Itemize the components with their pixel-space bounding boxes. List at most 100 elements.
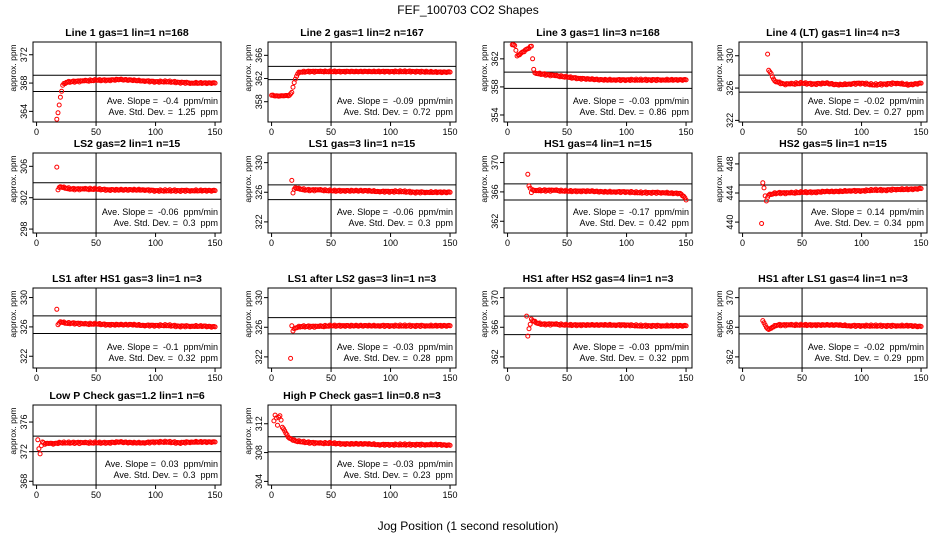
panel-2-y-axis-label: approx. ppm bbox=[243, 44, 253, 91]
panel-11-point bbox=[526, 326, 532, 332]
panel-2-y-tick-label: 366 bbox=[254, 48, 264, 63]
panel-4-point bbox=[765, 51, 771, 57]
panel-7-y-tick-label: 370 bbox=[490, 155, 500, 170]
panel-8-stddev-annotation: Ave. Std. Dev. = 0.34 ppm bbox=[815, 218, 924, 228]
panel-3-x-tick-label: 0 bbox=[505, 127, 510, 137]
panel-2-x-tick-label: 150 bbox=[443, 127, 458, 137]
panel-8-x-tick-label: 100 bbox=[854, 238, 869, 248]
panel-12-frame bbox=[738, 287, 928, 369]
panel-9-y-tick-label: 322 bbox=[19, 349, 29, 364]
panel-13-stddev-annotation: Ave. Std. Dev. = 0.3 ppm bbox=[114, 470, 218, 480]
panel-14-x-tick-label: 150 bbox=[443, 490, 458, 500]
panel-7-x-tick-label: 100 bbox=[619, 238, 634, 248]
panel-12-slope-annotation: Ave. Slope = -0.02 ppm/min bbox=[808, 342, 924, 352]
panel-4-stddev-annotation: Ave. Std. Dev. = 0.27 ppm bbox=[815, 107, 924, 117]
panel-9-point bbox=[54, 306, 60, 312]
panel-9-y-tick-label: 326 bbox=[19, 319, 29, 334]
panel-5-y-tick-label: 302 bbox=[19, 190, 29, 205]
panel-14-point bbox=[273, 415, 279, 421]
panel-5-y-tick-label: 306 bbox=[19, 159, 29, 174]
panel-11-x-tick-label: 50 bbox=[562, 373, 572, 383]
panel-11-x-tick-label: 150 bbox=[679, 373, 694, 383]
panel-11-y-axis-label: approx. ppm bbox=[479, 290, 489, 337]
panel-13-point bbox=[37, 451, 43, 457]
panel-12-title: HS1 after LS1 gas=4 lin=1 n=3 bbox=[758, 273, 908, 285]
panel-6-x-tick-label: 50 bbox=[326, 238, 336, 248]
panel-9-x-tick-label: 0 bbox=[34, 373, 39, 383]
panel-3-point bbox=[683, 77, 689, 83]
panel-13-slope-annotation: Ave. Slope = 0.03 ppm/min bbox=[105, 459, 218, 469]
panel-14-x-tick-label: 0 bbox=[269, 490, 274, 500]
panel-10-frame bbox=[267, 287, 457, 369]
panel-3-point bbox=[530, 56, 536, 62]
panel-13-y-tick-label: 368 bbox=[19, 474, 29, 489]
panel-8-point bbox=[759, 221, 765, 226]
panel-1-slope-annotation: Ave. Slope = -0.4 ppm/min bbox=[107, 96, 218, 106]
panel-1-y-tick-label: 364 bbox=[19, 104, 29, 119]
panel-6-slope-annotation: Ave. Slope = -0.06 ppm/min bbox=[337, 207, 453, 217]
panel-3-point bbox=[512, 43, 518, 48]
panel-10-x-tick-label: 0 bbox=[269, 373, 274, 383]
panel-9-x-tick-label: 50 bbox=[91, 373, 101, 383]
panel-3-point bbox=[528, 43, 534, 49]
panel-10: LS1 after LS2 gas=3 lin=1 n=3 0 50 100 150 32… bbox=[243, 273, 458, 383]
panel-7-y-tick-label: 362 bbox=[490, 214, 500, 229]
panel-4-x-tick-label: 150 bbox=[914, 127, 929, 137]
panel-3: Line 3 gas=1 lin=3 n=168 0 50 100 150 354 358 3… bbox=[479, 27, 694, 137]
panel-9-y-tick-label: 330 bbox=[19, 290, 29, 305]
panel-8-point bbox=[918, 186, 924, 192]
panel-14-frame bbox=[267, 404, 457, 486]
panel-13-frame bbox=[32, 404, 222, 486]
panel-12-y-tick-label: 366 bbox=[725, 320, 735, 335]
chart-panels: Line 1 gas=1 lin=1 n=168 0 50 100 150 364 368 3… bbox=[8, 27, 929, 500]
panel-4-points bbox=[765, 51, 924, 88]
panel-9-stddev-annotation: Ave. Std. Dev. = 0.32 ppm bbox=[109, 353, 218, 363]
panel-3-y-tick-label: 358 bbox=[490, 79, 500, 94]
panel-14-title: High P Check gas=1 lin=0.8 n=3 bbox=[283, 390, 441, 402]
panel-5-title: LS2 gas=2 lin=1 n=15 bbox=[74, 138, 181, 150]
panel-2-points bbox=[269, 68, 453, 99]
panel-11-frame bbox=[503, 287, 693, 369]
panel-13-x-tick-label: 100 bbox=[148, 490, 163, 500]
panel-13-point bbox=[36, 446, 42, 452]
panel-8-title: HS2 gas=5 lin=1 n=15 bbox=[779, 138, 887, 150]
panel-5-x-tick-label: 100 bbox=[148, 238, 163, 248]
panel-13-y-axis-label: approx. ppm bbox=[8, 407, 18, 454]
panel-1-frame bbox=[32, 41, 222, 123]
panel-7-y-tick-label: 366 bbox=[490, 184, 500, 199]
panel-1-x-tick-label: 150 bbox=[208, 127, 223, 137]
panel-1-title: Line 1 gas=1 lin=1 n=168 bbox=[65, 27, 189, 39]
panel-10-point bbox=[288, 355, 294, 361]
panel-8-point bbox=[761, 185, 767, 191]
panel-11-x-tick-label: 100 bbox=[619, 373, 634, 383]
panel-2-y-tick-label: 362 bbox=[254, 71, 264, 86]
panel-13-point bbox=[35, 437, 41, 443]
panel-1-stddev-annotation: Ave. Std. Dev. = 1.25 ppm bbox=[109, 107, 218, 117]
panel-12-x-tick-label: 50 bbox=[797, 373, 807, 383]
panel-3-title: Line 3 gas=1 lin=3 n=168 bbox=[536, 27, 660, 39]
panel-6-y-tick-label: 326 bbox=[254, 185, 264, 200]
panel-6-frame bbox=[267, 152, 457, 234]
panel-11-point bbox=[527, 321, 533, 327]
panel-4-y-axis-label: approx. ppm bbox=[714, 44, 724, 91]
panel-11-points bbox=[524, 313, 689, 339]
panel-10-y-tick-label: 330 bbox=[254, 290, 264, 305]
panel-9-y-axis-label: approx. ppm bbox=[8, 290, 18, 337]
panel-10-y-tick-label: 322 bbox=[254, 349, 264, 364]
panel-4-y-tick-label: 326 bbox=[725, 81, 735, 96]
panel-5-slope-annotation: Ave. Slope = -0.06 ppm/min bbox=[102, 207, 218, 217]
panel-13-point bbox=[212, 439, 218, 445]
panel-2-x-tick-label: 50 bbox=[326, 127, 336, 137]
panel-12-point bbox=[768, 325, 774, 331]
panel-10-x-tick-label: 50 bbox=[326, 373, 336, 383]
panel-12-stddev-annotation: Ave. Std. Dev. = 0.29 ppm bbox=[815, 353, 924, 363]
panel-5-x-tick-label: 0 bbox=[34, 238, 39, 248]
panel-11-y-tick-label: 362 bbox=[490, 349, 500, 364]
panel-13-x-tick-label: 50 bbox=[91, 490, 101, 500]
panel-12-point bbox=[918, 324, 924, 329]
panel-5-point bbox=[212, 188, 218, 194]
panel-6-x-tick-label: 150 bbox=[443, 238, 458, 248]
panel-3-point bbox=[514, 53, 520, 59]
panel-1-y-tick-label: 372 bbox=[19, 47, 29, 62]
